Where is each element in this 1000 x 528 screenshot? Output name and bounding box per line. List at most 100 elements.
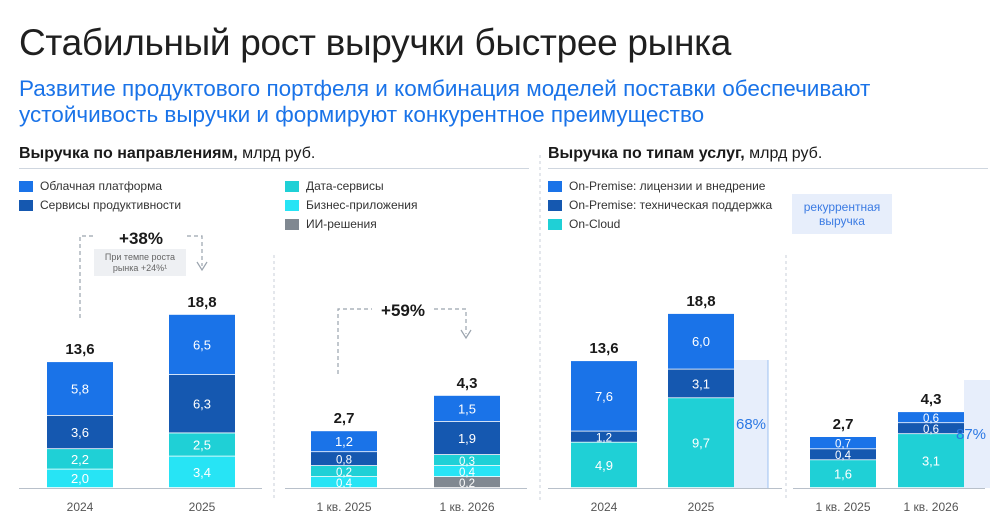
legend-swatch [548,199,562,211]
bar-value-label: 3,1 [922,454,940,469]
bar-segment [311,477,377,488]
x-tick-label: 1 кв. 2025 [317,500,372,514]
left-section-title: Выручка по направлениям, млрд руб. [19,145,315,163]
bar-value-label: 0,3 [459,456,475,468]
legend-label: ИИ-решения [306,217,377,231]
recurring-line2: выручка [819,214,865,228]
bar-value-label: 0,8 [336,455,352,467]
bar-segment [47,362,113,415]
bar-segment [311,466,377,477]
bar-segment [898,423,964,434]
legend-ai: ИИ-решения [285,217,377,231]
bar-total-label: 2,7 [334,410,355,427]
bar-segment [810,449,876,460]
bar-total-label: 13,6 [65,341,94,358]
bar-total-label: 13,6 [589,340,618,357]
growth-bracket-annual [79,235,203,318]
legend-cloud-platform: Облачная платформа [19,179,162,193]
legend-productivity: Сервисы продуктивности [19,198,181,212]
left-heading-bold: Выручка по направлениям, [19,145,238,162]
growth-label-bg [372,297,434,321]
growth-label-annual: +38% [119,229,163,248]
bar-value-label: 0,4 [459,467,476,479]
bar-value-label: 2,0 [71,471,89,486]
bar-value-label: 5,8 [71,381,89,396]
bar-value-label: 3,6 [71,425,89,440]
legend-onprem-license: On-Premise: лицензии и внедрение [548,179,765,193]
bar-segment [434,466,500,477]
growth-arrow-quarterly [460,329,472,340]
bar-value-label: 0,6 [923,424,939,436]
x-tick-label: 2024 [591,500,618,514]
legend-swatch [19,180,33,192]
page-subtitle: Развитие продуктового портфеля и комбина… [19,76,871,127]
bar-segment [47,469,113,488]
growth-note-line1: При темпе роста [105,252,175,262]
right-section-title: Выручка по типам услуг, млрд руб. [548,145,822,163]
bar-total-label: 18,8 [686,293,715,310]
legend-swatch [285,218,299,230]
bar-value-label: 0,2 [459,478,475,490]
legend-swatch [548,218,562,230]
legend-label: Бизнес-приложения [306,198,418,212]
bar-segment [169,375,235,433]
right-heading-unit: млрд руб. [744,145,823,162]
legend-data-services: Дата-сервисы [285,179,384,193]
legend-swatch [285,199,299,211]
bar-segment [434,395,500,422]
bar-segment [434,421,500,455]
bar-value-label: 0,4 [835,450,852,462]
bar-value-label: 0,7 [835,439,851,451]
bar-total-label: 18,8 [187,294,216,311]
bar-value-label: 6,5 [193,337,211,352]
bar-segment [571,361,637,431]
legend-swatch [285,180,299,192]
x-tick-label: 1 кв. 2026 [904,500,959,514]
bar-segment [898,434,964,488]
growth-note-box [94,249,186,276]
recurring-band-annual [734,360,768,488]
bar-segment [810,437,876,449]
x-tick-label: 1 кв. 2025 [816,500,871,514]
bar-value-label: 1,2 [596,433,612,445]
growth-note-line2: рынка +24%¹ [113,263,167,273]
bar-value-label: 0,4 [336,478,353,490]
bar-value-label: 6,0 [692,334,710,349]
right-divider [548,168,988,169]
growth-arrow-annual [196,261,208,272]
left-heading-unit: млрд руб. [237,145,316,162]
bar-segment [668,313,734,369]
bar-segment [668,369,734,398]
legend-label: On-Premise: техническая поддержка [569,198,773,212]
legend-label: On-Cloud [569,217,621,231]
bar-segment [311,452,377,466]
bar-value-label: 2,5 [193,437,211,452]
bar-segment [47,415,113,449]
legend-label: Сервисы продуктивности [40,198,182,212]
legend-onprem-support: On-Premise: техническая поддержка [548,198,772,212]
bar-segment [434,455,500,466]
bar-total-label: 4,3 [921,391,942,408]
left-divider [19,168,529,169]
x-tick-label: 2024 [67,500,94,514]
bar-value-label: 0,6 [923,413,939,425]
bar-value-label: 3,4 [193,465,211,480]
bar-value-label: 3,1 [692,376,710,391]
bar-segment [898,412,964,423]
bar-value-label: 6,3 [193,397,211,412]
recurring-share-quarterly: 87% [956,426,986,443]
legend-swatch [548,180,562,192]
bar-segment [668,398,734,488]
right-heading-bold: Выручка по типам услуг, [548,145,745,162]
recurring-band-quarterly [964,380,990,488]
legend-label: On-Premise: лицензии и внедрение [569,179,766,193]
legend-swatch [19,199,33,211]
bar-value-label: 1,6 [834,467,852,482]
bar-segment [169,314,235,375]
x-tick-label: 2025 [189,500,216,514]
bar-segment [810,460,876,488]
bar-segment [169,456,235,488]
legend-oncloud: On-Cloud [548,217,620,231]
legend-label: Дата-сервисы [306,179,384,193]
